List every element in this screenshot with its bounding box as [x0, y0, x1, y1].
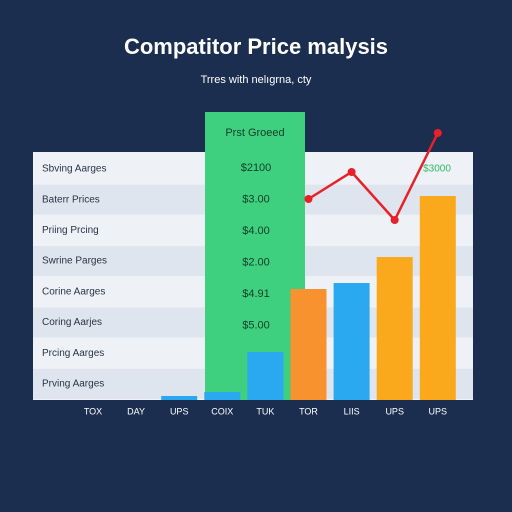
row-label: Prving Aarges [42, 379, 104, 390]
line-marker [304, 195, 313, 203]
x-tick-label: TOR [299, 406, 318, 416]
line-marker [390, 216, 399, 224]
highlight-value: $2100 [241, 162, 272, 174]
line-marker [433, 129, 442, 137]
x-tick-label: TOX [84, 406, 102, 416]
highlight-value: $2.00 [242, 256, 270, 268]
highlight-value: $4.00 [242, 225, 270, 237]
bar [376, 257, 413, 400]
x-tick-label: UPS [429, 406, 448, 416]
highlight-title: Prst Groeed [225, 127, 284, 139]
chart-subtitle: Trres with nelıgrna, cty [201, 74, 312, 86]
bar [161, 396, 198, 400]
highlight-value: $4.91 [242, 288, 270, 300]
bar [204, 392, 241, 400]
x-tick-label: LIIS [344, 406, 360, 416]
row-label: Coring Aarjes [42, 317, 102, 328]
line [307, 132, 439, 223]
row-label: Baterr Prices [42, 194, 100, 205]
x-tick-label: COIX [211, 406, 233, 416]
x-tick-label: DAY [127, 406, 145, 416]
row-label: Sbving Aarges [42, 164, 107, 175]
bar [290, 289, 327, 400]
row-label: Prcing Aarges [42, 348, 104, 359]
x-tick-label: TUK [256, 406, 274, 416]
row-label: Swrine Parges [42, 256, 107, 267]
x-tick-label: UPS [385, 406, 404, 416]
row-label: Priing Prcing [42, 225, 99, 236]
x-tick-label: UPS [170, 406, 189, 416]
bar [333, 283, 370, 400]
highlight-value: $5.00 [242, 319, 270, 331]
highlight-value: $3.00 [242, 193, 270, 205]
chart-title: Compatitor Price malysis [124, 34, 388, 59]
annotation: $3000 [423, 164, 451, 175]
bar [419, 196, 456, 400]
row-label: Corine Aarges [42, 286, 105, 297]
line-marker [347, 168, 356, 176]
bar [247, 352, 284, 400]
